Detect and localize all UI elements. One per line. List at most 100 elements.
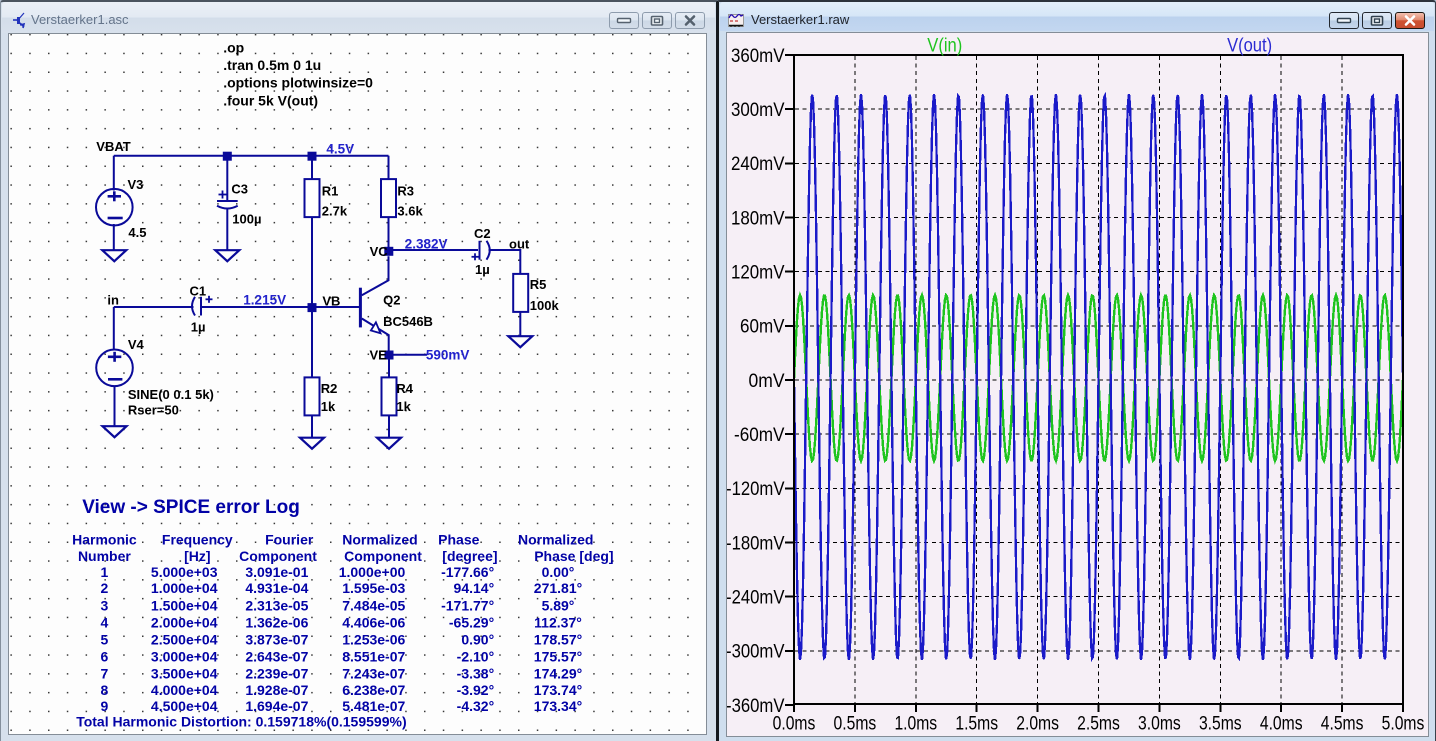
- svg-text:1.928e-07: 1.928e-07: [245, 682, 308, 698]
- svg-text:1µ: 1µ: [191, 319, 206, 334]
- svg-text:.options plotwinsize=0: .options plotwinsize=0: [223, 75, 373, 91]
- svg-text:Phase: Phase: [438, 532, 479, 548]
- svg-text:View -> SPICE error Log: View -> SPICE error Log: [82, 497, 300, 518]
- svg-text:1.694e-07: 1.694e-07: [245, 698, 308, 714]
- svg-text:7.484e-05: 7.484e-05: [342, 597, 405, 613]
- svg-text:-3.92°: -3.92°: [457, 682, 495, 698]
- svg-text:1.500e+04: 1.500e+04: [151, 597, 218, 613]
- svg-text:100k: 100k: [530, 298, 560, 313]
- svg-text:-177.66°: -177.66°: [441, 564, 494, 580]
- svg-text:Normalized: Normalized: [342, 532, 417, 548]
- svg-text:V4: V4: [128, 337, 145, 352]
- svg-text:Normalized: Normalized: [518, 532, 593, 548]
- svg-text:1k: 1k: [321, 399, 336, 414]
- svg-text:R3: R3: [397, 183, 414, 198]
- svg-text:5: 5: [101, 632, 109, 648]
- svg-text:2.000e+04: 2.000e+04: [151, 614, 218, 630]
- svg-text:1.253e-06: 1.253e-06: [342, 632, 405, 648]
- svg-text:0.0ms: 0.0ms: [773, 714, 816, 735]
- svg-text:-120mV: -120mV: [727, 479, 785, 500]
- svg-text:V(in): V(in): [927, 36, 962, 57]
- svg-text:4.5: 4.5: [128, 225, 146, 240]
- svg-text:VE: VE: [370, 348, 388, 363]
- svg-text:BC546B: BC546B: [383, 314, 433, 329]
- svg-text:271.81°: 271.81°: [534, 580, 582, 596]
- svg-text:Number: Number: [78, 548, 131, 564]
- svg-text:8.551e-07: 8.551e-07: [342, 649, 405, 665]
- svg-text:9: 9: [101, 698, 109, 714]
- svg-text:240mV: 240mV: [731, 154, 785, 175]
- svg-text:1k: 1k: [396, 399, 411, 414]
- svg-text:4.5V: 4.5V: [326, 142, 354, 157]
- svg-text:-60mV: -60mV: [734, 425, 785, 446]
- svg-text:.tran 0.5m 0 1u: .tran 0.5m 0 1u: [223, 57, 321, 73]
- svg-text:[Hz]: [Hz]: [184, 548, 210, 564]
- svg-text:-240mV: -240mV: [727, 588, 785, 609]
- svg-text:out: out: [509, 236, 530, 251]
- svg-text:4.5ms: 4.5ms: [1321, 714, 1364, 735]
- svg-text:6: 6: [101, 649, 109, 665]
- svg-text:2.500e+04: 2.500e+04: [151, 632, 218, 648]
- svg-text:C2: C2: [474, 226, 491, 241]
- svg-text:Phase [deg]: Phase [deg]: [534, 548, 613, 564]
- svg-text:VB: VB: [322, 294, 340, 309]
- svg-text:4.406e-06: 4.406e-06: [342, 614, 405, 630]
- svg-text:5.000e+03: 5.000e+03: [151, 564, 218, 580]
- svg-text:360mV: 360mV: [731, 46, 785, 67]
- svg-text:C3: C3: [231, 182, 248, 197]
- svg-text:3.5ms: 3.5ms: [1199, 714, 1242, 735]
- svg-text:175.57°: 175.57°: [534, 649, 582, 665]
- svg-text:590mV: 590mV: [426, 347, 470, 362]
- svg-text:Component: Component: [239, 548, 317, 564]
- svg-text:174.29°: 174.29°: [534, 666, 582, 682]
- svg-text:3.0ms: 3.0ms: [1138, 714, 1181, 735]
- svg-text:120mV: 120mV: [731, 263, 785, 284]
- svg-text:.op: .op: [223, 40, 244, 56]
- svg-text:7: 7: [101, 666, 109, 682]
- svg-text:[degree]: [degree]: [442, 548, 497, 564]
- svg-text:300mV: 300mV: [731, 100, 785, 121]
- svg-text:-171.77°: -171.77°: [441, 597, 494, 613]
- svg-text:2.0ms: 2.0ms: [1016, 714, 1059, 735]
- svg-text:2.313e-05: 2.313e-05: [245, 597, 308, 613]
- svg-text:C1: C1: [190, 283, 207, 298]
- svg-text:60mV: 60mV: [740, 317, 785, 338]
- svg-text:4.0ms: 4.0ms: [1260, 714, 1303, 735]
- svg-text:3.6k: 3.6k: [397, 204, 423, 219]
- svg-text:VBAT: VBAT: [96, 139, 130, 154]
- svg-text:4.500e+04: 4.500e+04: [151, 698, 218, 714]
- svg-text:-3.38°: -3.38°: [457, 666, 495, 682]
- svg-text:6.238e-07: 6.238e-07: [342, 682, 405, 698]
- svg-text:2.382V: 2.382V: [405, 237, 448, 252]
- svg-text:3.091e-01: 3.091e-01: [245, 564, 308, 580]
- svg-text:R2: R2: [321, 381, 338, 396]
- svg-text:R5: R5: [530, 277, 547, 292]
- svg-text:112.37°: 112.37°: [534, 614, 582, 630]
- svg-text:1.0ms: 1.0ms: [894, 714, 937, 735]
- svg-text:1µ: 1µ: [475, 262, 490, 277]
- svg-text:V3: V3: [128, 177, 144, 192]
- svg-text:2.643e-07: 2.643e-07: [245, 649, 308, 665]
- svg-text:1.5ms: 1.5ms: [955, 714, 998, 735]
- svg-text:5.0ms: 5.0ms: [1382, 714, 1425, 735]
- svg-text:Total Harmonic Distortion: 0.1: Total Harmonic Distortion: 0.159718%(0.1…: [76, 714, 406, 730]
- svg-text:-180mV: -180mV: [727, 533, 785, 554]
- svg-text:in: in: [107, 292, 119, 307]
- svg-text:-2.10°: -2.10°: [457, 649, 495, 665]
- svg-text:4.000e+04: 4.000e+04: [151, 682, 218, 698]
- svg-text:178.57°: 178.57°: [534, 632, 582, 648]
- svg-text:0mV: 0mV: [749, 371, 785, 392]
- svg-text:-4.32°: -4.32°: [457, 698, 495, 714]
- svg-text:-300mV: -300mV: [727, 642, 785, 663]
- svg-text:Frequency: Frequency: [162, 532, 233, 548]
- svg-text:Harmonic: Harmonic: [72, 532, 137, 548]
- svg-text:VC: VC: [370, 244, 389, 259]
- svg-text:173.34°: 173.34°: [534, 698, 582, 714]
- svg-text:0.90°: 0.90°: [461, 632, 494, 648]
- svg-text:R4: R4: [396, 381, 413, 396]
- svg-text:R1: R1: [322, 183, 339, 198]
- svg-text:V(out): V(out): [1227, 36, 1272, 57]
- svg-text:1.000e+04: 1.000e+04: [151, 580, 218, 596]
- svg-text:2.5ms: 2.5ms: [1077, 714, 1120, 735]
- svg-text:Rser=50: Rser=50: [128, 403, 179, 418]
